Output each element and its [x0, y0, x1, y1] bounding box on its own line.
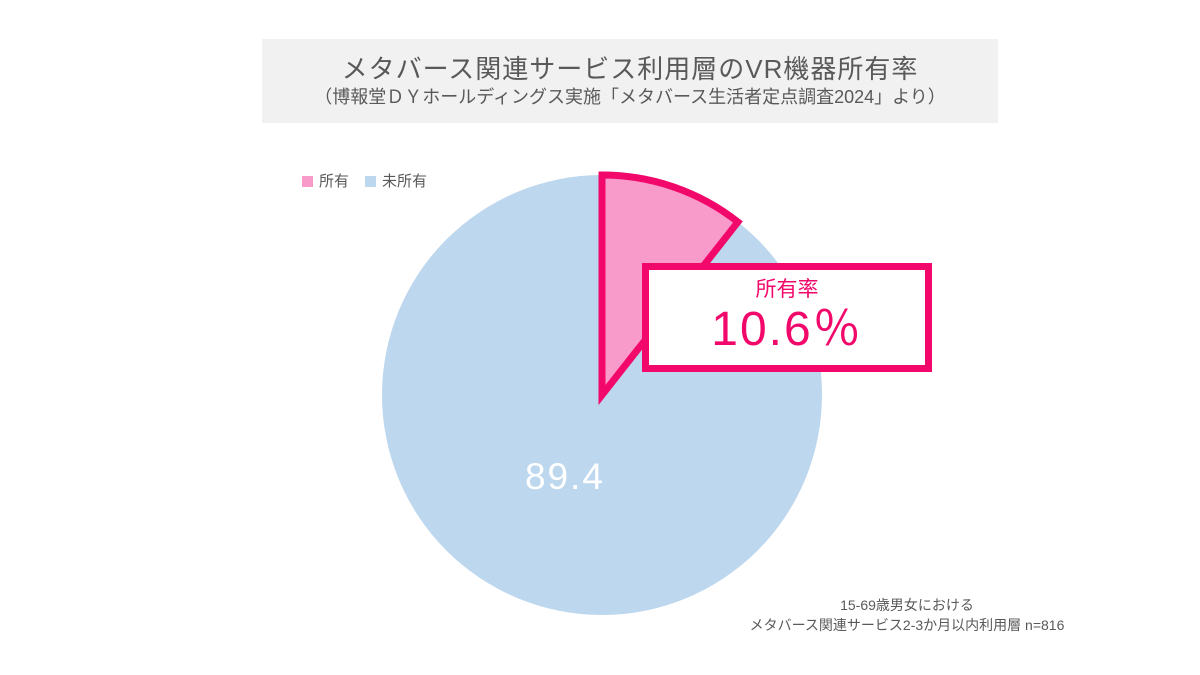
footnote-line1: 15-69歳男女における — [840, 597, 974, 613]
legend-label-unowned: 未所有 — [382, 173, 428, 190]
chart-subtitle: （博報堂ＤＹホールディングス実施「メタバース生活者定点調査2024」より） — [314, 87, 946, 107]
legend: 所有 未所有 — [302, 174, 427, 189]
legend-swatch — [365, 176, 377, 187]
legend-label-owned: 所有 — [319, 173, 350, 190]
legend-item-unowned: 未所有 — [365, 174, 427, 189]
footnote: 15-69歳男女における メタバース関連サービス2-3か月以内利用層 n=816 — [657, 595, 1157, 635]
legend-swatch — [302, 176, 313, 187]
ownership-rate-callout: 所有率 10.6％ — [642, 263, 932, 372]
callout-caption: 所有率 — [755, 278, 819, 301]
title-band: メタバース関連サービス利用層のVR機器所有率 （博報堂ＤＹホールディングス実施「… — [262, 39, 998, 123]
chart-title: メタバース関連サービス利用層のVR機器所有率 — [341, 54, 919, 84]
pie-value-label-unowned: 89.4 — [524, 456, 605, 497]
callout-value: 10.6％ — [711, 303, 863, 356]
legend-item-owned: 所有 — [302, 174, 349, 189]
footnote-line2: メタバース関連サービス2-3か月以内利用層 n=816 — [749, 617, 1065, 633]
